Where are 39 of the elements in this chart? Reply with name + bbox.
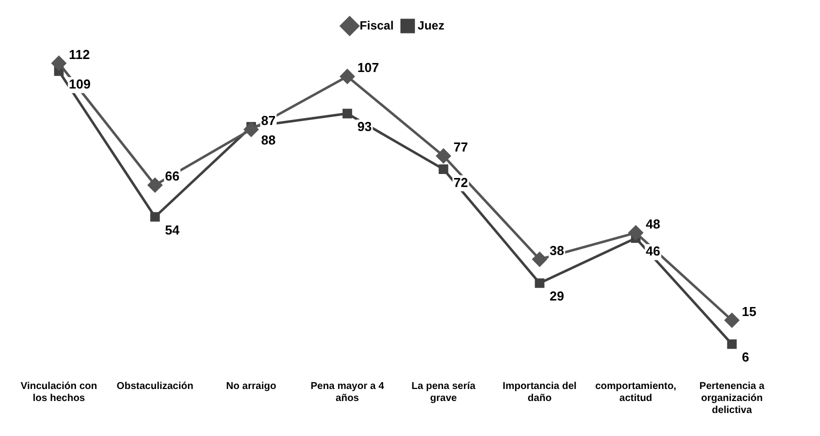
- point: [342, 108, 352, 118]
- x-tick-label: Pena mayor a 4 años: [310, 380, 384, 404]
- data-label: 107: [357, 60, 380, 76]
- x-tick-label: No arraigo: [226, 380, 276, 392]
- data-label: 66: [165, 168, 180, 184]
- x-tick-label: Importancia del daño: [502, 380, 577, 404]
- x-tick-label: Pertenencia a organización delictiva: [699, 380, 765, 416]
- point: [150, 212, 160, 222]
- point: [244, 122, 258, 137]
- point: [148, 178, 162, 192]
- point: [436, 148, 451, 164]
- data-label: 48: [646, 216, 660, 232]
- point: [340, 69, 355, 84]
- point: [52, 56, 66, 70]
- point: [727, 339, 737, 349]
- data-label: 72: [453, 174, 468, 190]
- x-tick-label: Obstaculización: [116, 380, 194, 392]
- point: [532, 252, 547, 267]
- data-label: 29: [550, 288, 564, 304]
- data-label: 54: [165, 222, 180, 238]
- data-label: 112: [68, 46, 90, 62]
- data-label: 15: [742, 304, 756, 319]
- legend-label: Juez: [418, 18, 444, 32]
- data-label: 46: [646, 244, 660, 259]
- data-label: 109: [68, 76, 91, 92]
- data-label: 93: [357, 119, 372, 134]
- point: [438, 164, 448, 174]
- x-tick-label: La pena sería grave: [412, 380, 476, 404]
- data-label: 88: [261, 132, 276, 148]
- data-label: 77: [453, 140, 468, 155]
- point: [724, 313, 740, 328]
- x-tick-label: Vinculación con los hechos: [20, 380, 98, 404]
- x-tick-label: comportamiento, actitud: [595, 380, 677, 404]
- point: [534, 278, 544, 288]
- data-label: 38: [550, 242, 564, 258]
- data-label: 6: [742, 350, 750, 365]
- data-label: 87: [261, 113, 276, 128]
- legend-label: Fiscal: [360, 18, 394, 32]
- point: [628, 226, 644, 240]
